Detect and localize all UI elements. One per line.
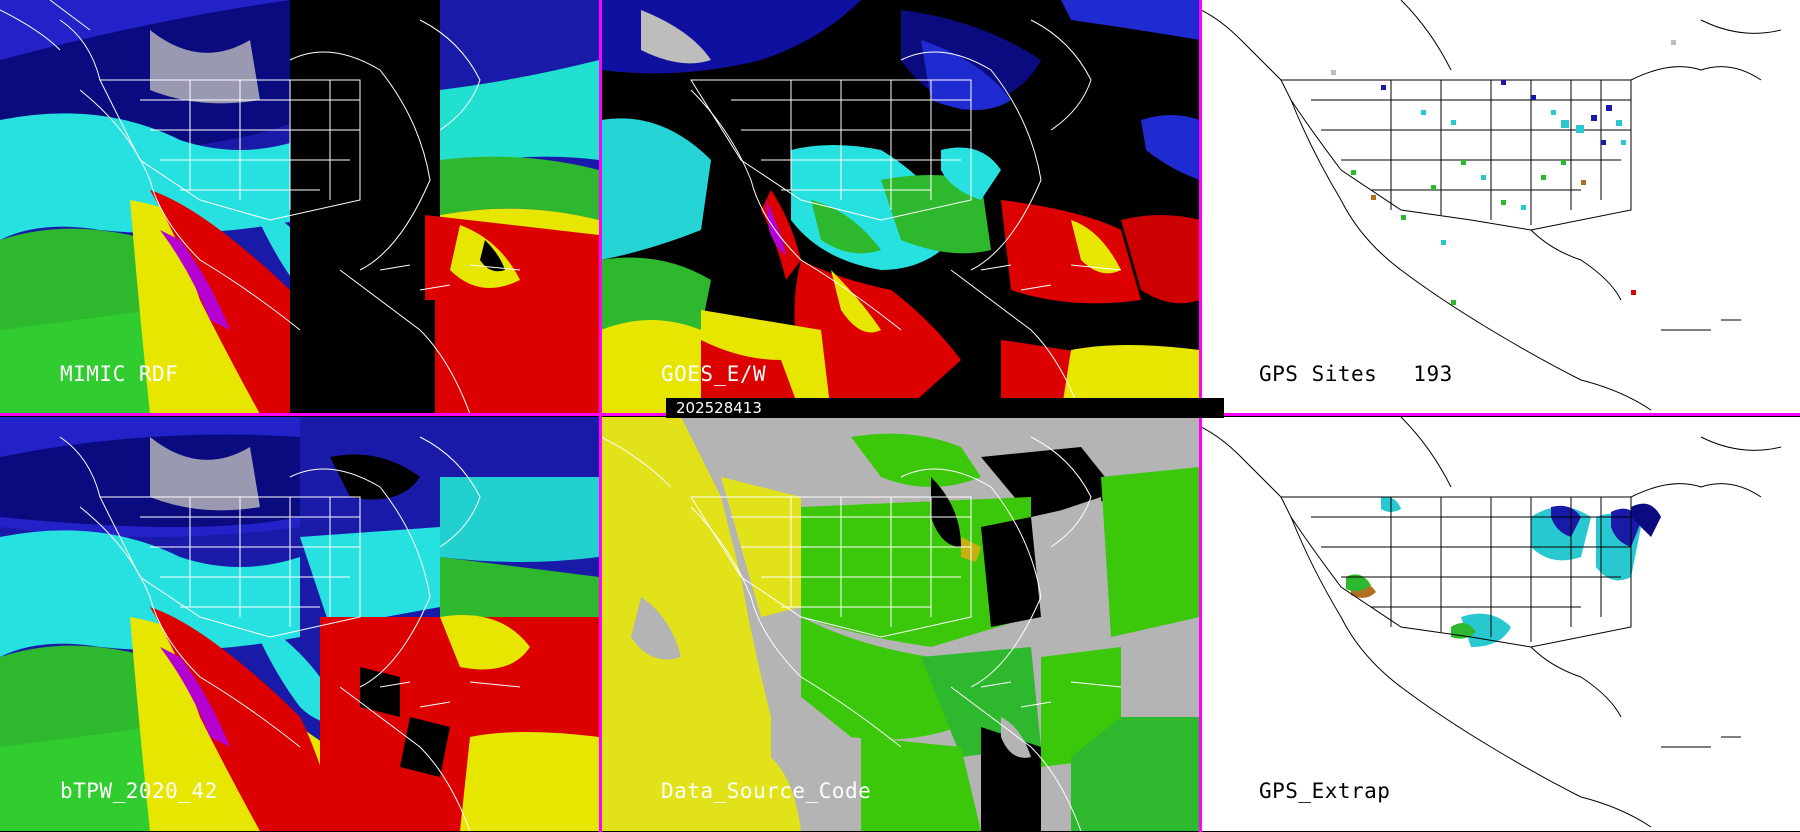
panel-data-source-code[interactable]: Data_Source_Code [601,417,1200,831]
panel-divider-vertical-1 [599,0,602,832]
gps-extrap-map [1201,417,1800,831]
gps-sites-title: GPS Sites [1259,362,1378,386]
mimic-rdf-map [0,0,599,414]
panel-label-gps-sites: GPS Sites 193 [1259,362,1453,386]
panel-mimic-rdf[interactable]: MIMIC RDF [0,0,599,414]
panel-label-goes-ew: GOES_E/W [661,362,767,386]
panel-gps-sites[interactable]: GPS Sites 193 [1201,0,1800,414]
panel-label-btpw: bTPW_2020_42 [60,779,218,803]
gps-site-markers [1331,40,1676,305]
data-source-code-map [601,417,1200,831]
panel-goes-ew[interactable]: GOES_E/W [601,0,1200,414]
goes-ew-map [601,0,1200,414]
panel-label-mimic-rdf: MIMIC RDF [60,362,179,386]
panel-btpw[interactable]: bTPW_2020_42 [0,417,599,831]
timestamp-bar: 202528413 [666,398,1224,418]
panel-gps-extrap[interactable]: GPS_Extrap [1201,417,1800,831]
panel-label-gps-extrap: GPS_Extrap [1259,779,1391,803]
btpw-map [0,417,599,831]
gps-sites-count: 193 [1413,362,1453,386]
gps-sites-map [1201,0,1800,414]
panel-label-data-source-code: Data_Source_Code [661,779,872,803]
